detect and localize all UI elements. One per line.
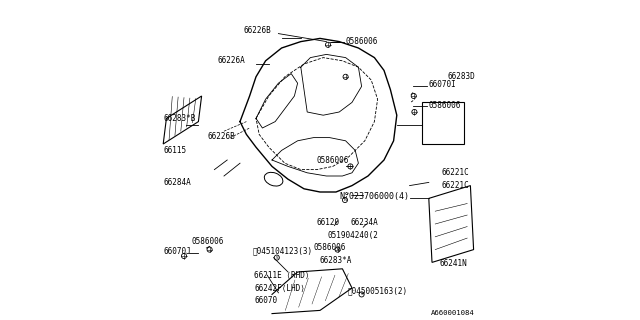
Text: 66242F⟨LHD⟩: 66242F⟨LHD⟩: [254, 284, 305, 292]
Text: 0586006: 0586006: [314, 244, 346, 252]
Text: 051904240(2: 051904240(2: [328, 231, 379, 240]
Text: 66115: 66115: [163, 146, 186, 155]
Text: 66226B: 66226B: [208, 132, 236, 140]
Text: 66283*A: 66283*A: [320, 256, 353, 265]
Text: 66070J: 66070J: [163, 247, 191, 256]
Text: 66234A: 66234A: [351, 218, 378, 227]
Text: 0586006: 0586006: [317, 156, 349, 164]
Text: 66120: 66120: [317, 218, 340, 227]
Text: 66070I: 66070I: [429, 80, 456, 89]
Text: S: S: [360, 292, 363, 296]
Text: 66211E ⟨RHD⟩: 66211E ⟨RHD⟩: [254, 271, 310, 280]
Text: 66226B: 66226B: [243, 26, 271, 35]
Text: A660001084: A660001084: [430, 310, 474, 316]
Text: 66283*B: 66283*B: [163, 114, 196, 123]
Text: 66283D: 66283D: [448, 72, 476, 81]
Text: 66070: 66070: [254, 296, 278, 305]
Text: N°023706000(4): N°023706000(4): [339, 192, 409, 201]
Text: N: N: [344, 198, 346, 202]
Text: S: S: [275, 256, 278, 260]
Text: Ⓜ045005163(2): Ⓜ045005163(2): [347, 287, 407, 296]
Text: 66221C: 66221C: [442, 181, 469, 190]
Text: 0586006: 0586006: [346, 37, 378, 46]
Text: 66226A: 66226A: [218, 56, 245, 65]
Text: 66221C: 66221C: [442, 168, 469, 177]
Text: 66241N: 66241N: [440, 260, 468, 268]
Text: 66284A: 66284A: [163, 178, 191, 187]
Text: 0586006: 0586006: [192, 237, 225, 246]
Text: Ⓜ045104123(3): Ⓜ045104123(3): [253, 247, 313, 256]
Text: 0586006: 0586006: [429, 101, 461, 110]
